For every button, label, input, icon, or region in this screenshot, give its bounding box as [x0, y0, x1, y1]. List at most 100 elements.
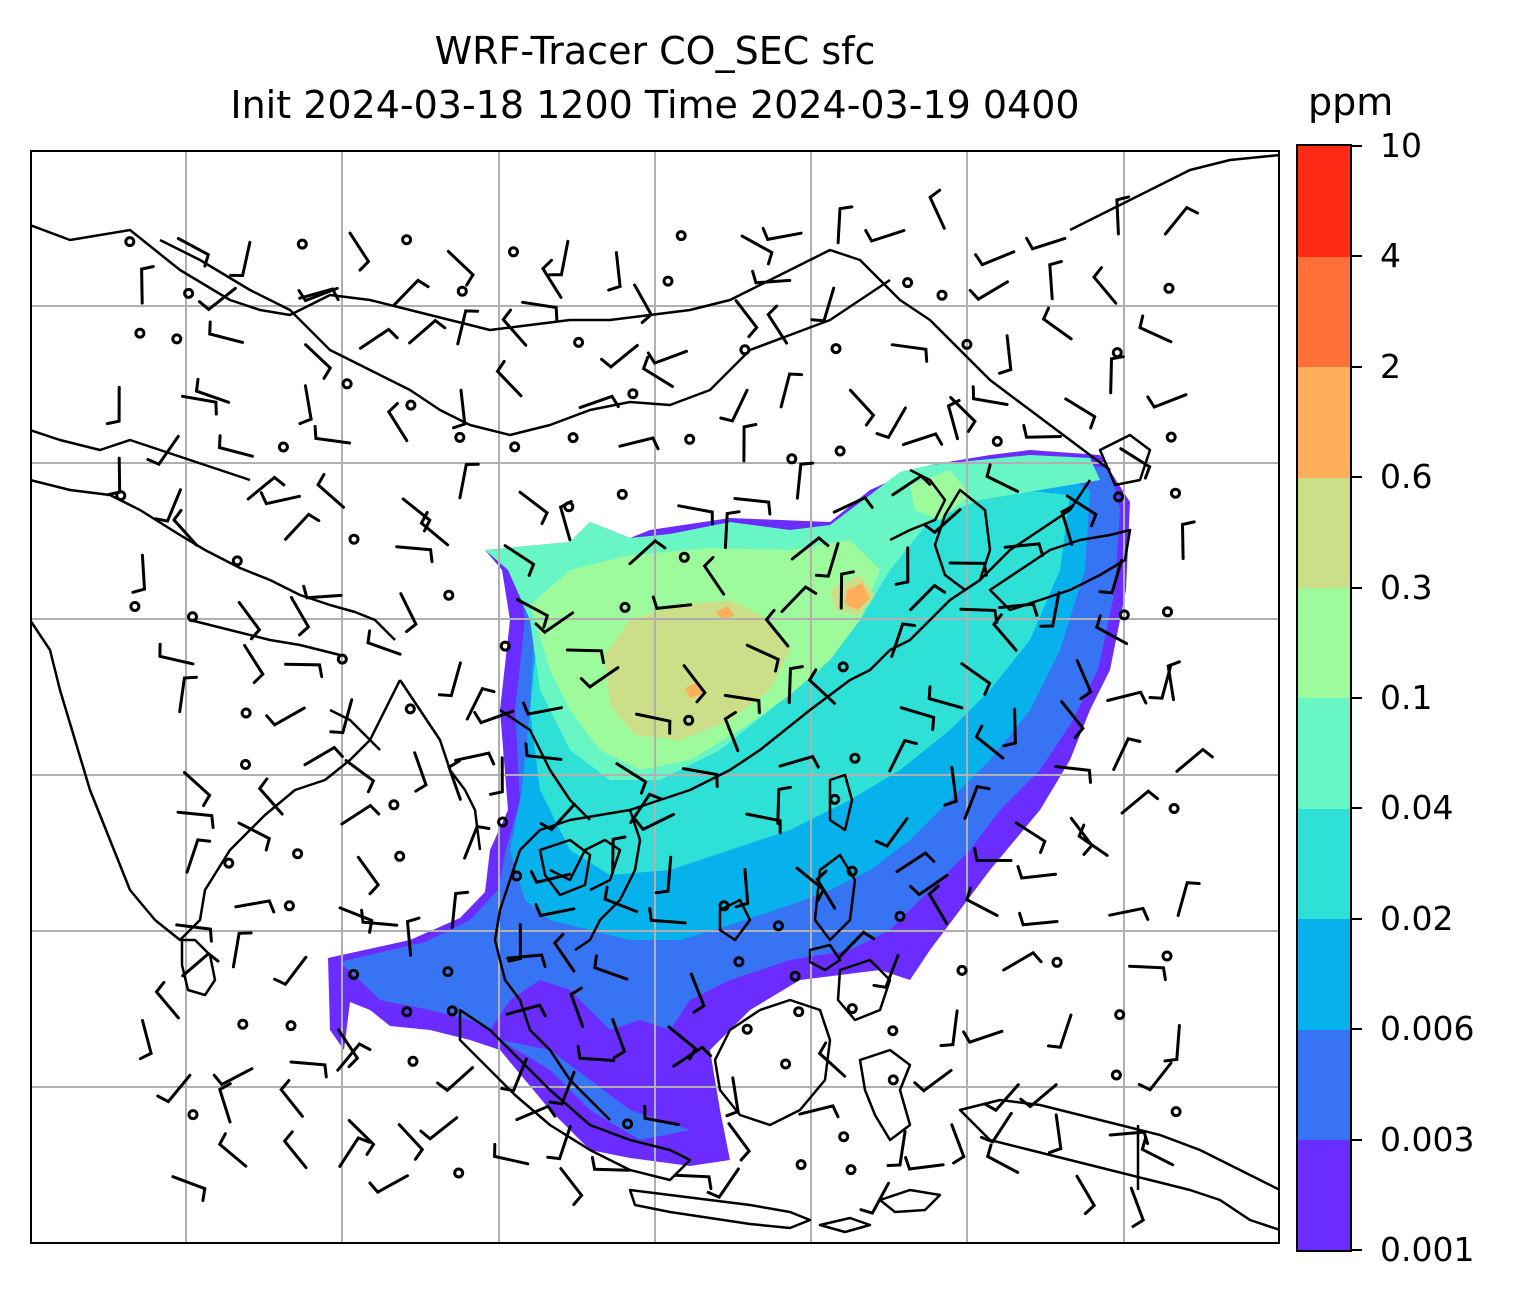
calm-wind-circle	[675, 230, 687, 242]
colorbar-tick-label: 0.04	[1380, 788, 1454, 828]
wind-barb	[1176, 881, 1201, 917]
wind-barb	[779, 372, 804, 409]
wind-barb	[776, 785, 793, 825]
calm-wind-circle	[1163, 282, 1175, 294]
calm-wind-circle	[134, 327, 146, 339]
wind-barb	[968, 280, 1009, 302]
calm-wind-circle	[789, 970, 801, 982]
calm-wind-circle	[622, 1118, 634, 1130]
colorbar-tick	[1352, 1028, 1362, 1031]
calm-wind-circle	[887, 1025, 899, 1037]
wind-barb	[131, 553, 147, 594]
wind-barb	[891, 473, 932, 497]
wind-barb	[985, 463, 1020, 493]
wind-barb	[297, 286, 339, 303]
vietnam-coastline	[574, 809, 642, 952]
wind-barb	[576, 1044, 616, 1062]
calm-wind-circle	[741, 1023, 753, 1035]
nepal-border	[189, 618, 341, 657]
co-tracer-concentration-field	[328, 450, 1130, 1166]
japan-coastline	[988, 528, 1132, 612]
colorbar-segment	[1298, 256, 1350, 368]
calm-wind-circle	[508, 246, 519, 258]
wind-barb	[493, 1142, 530, 1166]
calm-wind-circle	[830, 343, 842, 355]
calm-wind-circle	[849, 752, 861, 764]
calm-wind-circle	[1113, 491, 1125, 503]
wind-barb	[182, 771, 212, 808]
wind-barb	[348, 231, 371, 272]
bangladesh-coast	[329, 708, 381, 751]
wind-barb	[356, 855, 381, 896]
colorbar-tick	[1352, 586, 1362, 589]
wind-barb	[607, 251, 622, 292]
sri-lanka-coastline	[180, 938, 217, 997]
wind-barb	[273, 955, 308, 987]
wind-barb	[329, 698, 354, 735]
wind-barb	[689, 972, 706, 1014]
colorbar-segment	[1298, 1139, 1350, 1251]
wind-barb	[463, 824, 491, 860]
colorbar-tick-label: 0.001	[1380, 1230, 1475, 1269]
calm-wind-circle	[497, 816, 509, 828]
wind-barb	[888, 738, 918, 773]
colorbar	[1296, 144, 1352, 1252]
wind-barb	[1003, 542, 1045, 557]
wind-barb	[284, 512, 321, 541]
concentration-band-0.3	[605, 575, 875, 740]
wind-barb	[518, 490, 549, 526]
wind-barb	[176, 237, 211, 268]
wind-barb	[1119, 447, 1152, 480]
map-panel	[30, 150, 1280, 1244]
wind-barb	[456, 309, 480, 346]
wind-barb	[886, 1129, 907, 1168]
wind-barb	[1065, 494, 1098, 528]
laos-border	[499, 708, 591, 821]
wind-barb	[176, 810, 215, 829]
wind-barb	[895, 851, 936, 874]
wind-barb	[534, 611, 575, 635]
wind-barb	[289, 596, 311, 637]
wind-barb	[600, 343, 639, 369]
wind-barb	[734, 868, 750, 909]
calm-wind-circle	[453, 1167, 465, 1179]
wind-barb	[452, 388, 467, 430]
colorbar-tick	[1352, 917, 1362, 920]
calm-wind-circle	[961, 338, 973, 350]
colorbar-tick-label: 0.6	[1380, 457, 1433, 497]
wind-barb	[138, 1019, 153, 1061]
wind-barb	[405, 916, 421, 957]
wind-barb	[745, 812, 782, 835]
china-coastline	[519, 479, 1092, 851]
calm-wind-circle	[1114, 1009, 1126, 1021]
calm-wind-circle	[1165, 431, 1177, 443]
calm-wind-circle	[283, 900, 295, 912]
calm-wind-circle	[129, 601, 141, 612]
wind-barb	[578, 394, 620, 410]
colorbar-tick-label: 0.02	[1380, 898, 1454, 938]
wind-barb	[814, 542, 840, 578]
wind-barb	[1048, 1113, 1063, 1155]
wind-barb	[946, 399, 961, 441]
wind-barb	[395, 545, 434, 564]
wind-barb	[521, 300, 559, 321]
wind-barb	[875, 406, 907, 440]
wind-barb	[495, 359, 523, 398]
wind-barb	[1163, 1024, 1181, 1063]
colorbar-tick-label: 0.006	[1380, 1009, 1475, 1049]
wind-barb	[265, 706, 306, 727]
wind-barb	[1046, 1013, 1073, 1049]
wind-barb	[725, 1076, 740, 1118]
wind-barb	[648, 907, 687, 925]
wind-barb	[413, 751, 428, 793]
wind-barb	[284, 662, 324, 679]
calm-wind-circle	[115, 490, 127, 502]
wind-barb	[959, 607, 999, 624]
colorbar-segment	[1298, 698, 1350, 809]
wind-barb	[540, 258, 563, 299]
wind-barb	[338, 1136, 371, 1168]
calm-wind-circle	[683, 714, 695, 726]
wind-barb	[366, 629, 402, 656]
wind-barb	[1180, 520, 1196, 560]
wind-barb	[546, 1124, 572, 1161]
